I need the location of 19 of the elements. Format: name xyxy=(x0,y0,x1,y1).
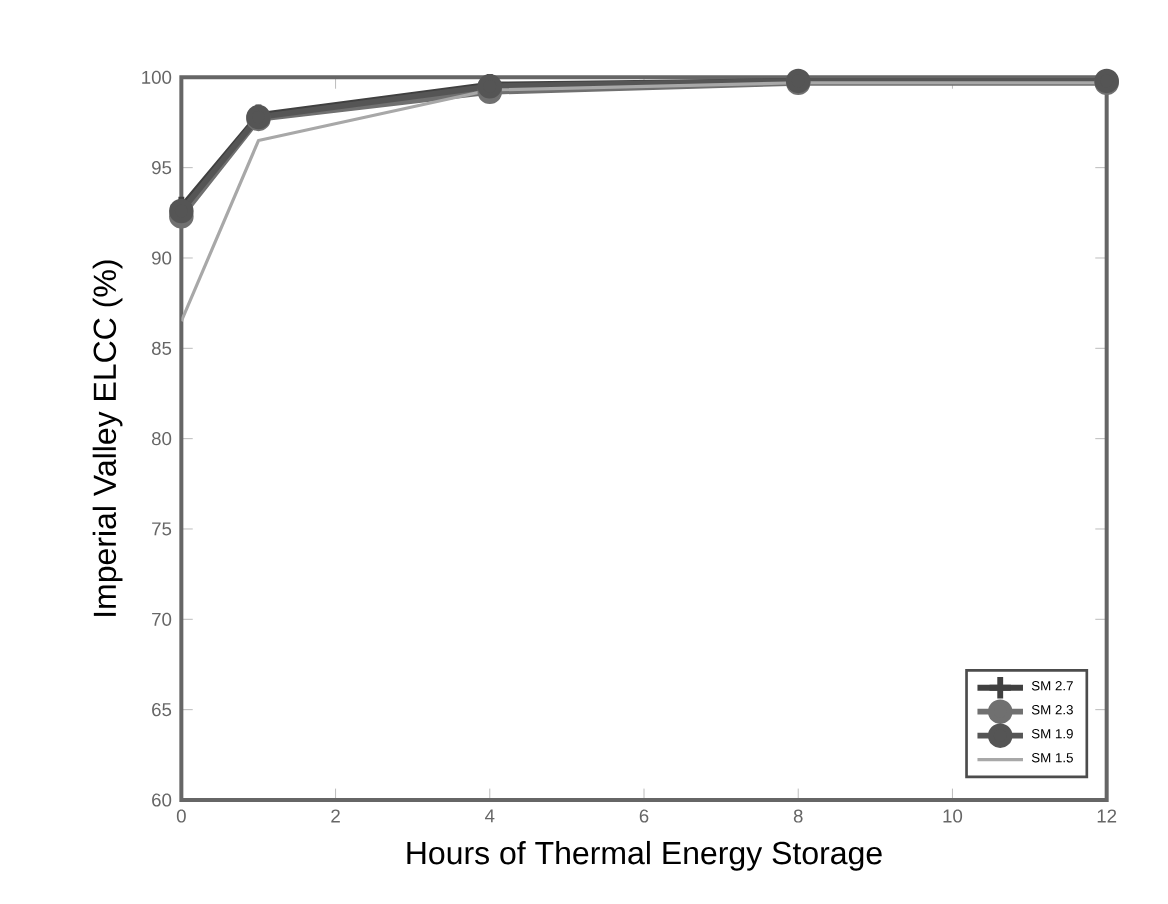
y-tick-label: 90 xyxy=(152,251,172,265)
x-axis-title: Hours of Thermal Energy Storage xyxy=(407,840,882,871)
y-tick-label: 100 xyxy=(142,70,172,84)
point xyxy=(169,198,194,224)
y-tick-label: 85 xyxy=(151,341,172,355)
x-tick-label: 6 xyxy=(639,809,649,823)
x-tick-label: 8 xyxy=(793,809,803,823)
y-tick-label: 60 xyxy=(152,793,172,807)
x-tick-label: 0 xyxy=(176,809,186,823)
y-tick-label: 75 xyxy=(152,522,172,536)
y-axis-title: Imperial Valley ELCC (%) xyxy=(92,260,123,616)
x-tick-label: 2 xyxy=(331,809,340,823)
y-tick-label: 80 xyxy=(151,432,172,446)
y-tick-label: 95 xyxy=(152,161,172,175)
y-tick-label: 70 xyxy=(152,612,172,626)
x-tick-label: 12 xyxy=(1097,809,1117,823)
x-tick-label: 10 xyxy=(943,809,963,823)
y-tick-label: 65 xyxy=(152,703,172,717)
x-tick-label: 4 xyxy=(485,809,495,823)
